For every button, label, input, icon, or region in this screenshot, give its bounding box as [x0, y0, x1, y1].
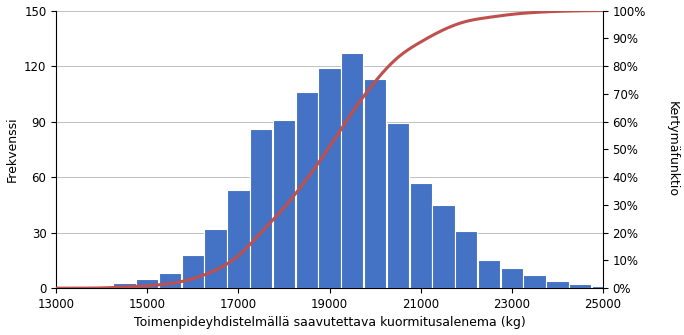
- Bar: [250, 129, 272, 288]
- Bar: [227, 190, 250, 288]
- Bar: [501, 268, 523, 288]
- Bar: [386, 124, 409, 288]
- Bar: [410, 183, 432, 288]
- Bar: [364, 79, 386, 288]
- Y-axis label: Kertymäfunktio: Kertymäfunktio: [666, 102, 679, 197]
- Bar: [432, 205, 455, 288]
- Bar: [478, 260, 500, 288]
- Bar: [90, 286, 113, 288]
- Bar: [205, 229, 227, 288]
- Bar: [182, 255, 204, 288]
- Bar: [341, 53, 363, 288]
- Bar: [592, 286, 614, 288]
- Bar: [136, 279, 159, 288]
- Bar: [318, 68, 341, 288]
- Bar: [547, 281, 568, 288]
- Bar: [569, 284, 591, 288]
- Bar: [523, 275, 546, 288]
- Bar: [159, 273, 181, 288]
- Bar: [455, 231, 477, 288]
- X-axis label: Toimenpideyhdistelmällä saavutettava kuormitusalenema (kg): Toimenpideyhdistelmällä saavutettava kuo…: [133, 317, 525, 329]
- Bar: [114, 283, 135, 288]
- Bar: [295, 92, 318, 288]
- Y-axis label: Frekvenssi: Frekvenssi: [5, 117, 18, 182]
- Bar: [273, 120, 295, 288]
